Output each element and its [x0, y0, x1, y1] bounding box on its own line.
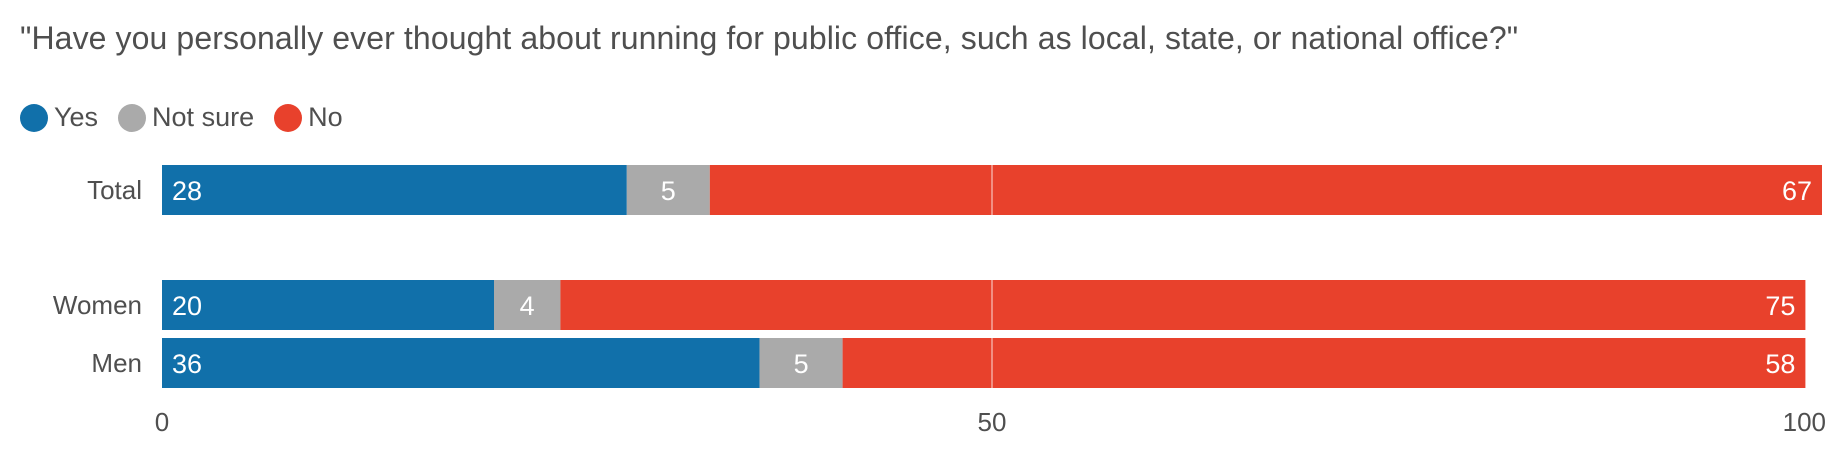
bar-women-no	[560, 280, 1806, 330]
category-label-men: Men	[91, 348, 142, 378]
bar-women-yes	[162, 280, 494, 330]
data-label-men-not-sure: 5	[794, 349, 809, 379]
legend: Yes Not sure No	[20, 102, 363, 133]
legend-item-not-sure: Not sure	[118, 102, 254, 133]
category-label-women: Women	[53, 290, 142, 320]
bar-women-not-sure	[494, 280, 561, 330]
data-label-total-not-sure: 5	[661, 176, 676, 206]
legend-label-not-sure: Not sure	[152, 102, 255, 132]
x-tick-label-100: 100	[1783, 407, 1826, 437]
bar-men-yes	[162, 338, 760, 388]
category-label-total: Total	[87, 175, 142, 205]
legend-swatch-no	[274, 103, 303, 132]
data-label-total-no: 67	[1782, 176, 1812, 206]
data-label-men-yes: 36	[172, 349, 202, 379]
legend-swatch-yes	[20, 103, 48, 132]
data-label-women-no: 75	[1765, 291, 1795, 321]
data-label-men-no: 58	[1765, 349, 1795, 379]
legend-item-no: No	[274, 102, 343, 133]
legend-label-yes: Yes	[54, 102, 99, 132]
bar-men-not-sure	[759, 338, 843, 388]
data-label-women-yes: 20	[172, 291, 202, 321]
data-label-women-not-sure: 4	[520, 291, 535, 321]
x-tick-label-50: 50	[978, 407, 1007, 437]
x-tick-label-0: 0	[155, 407, 169, 437]
legend-label-no: No	[308, 102, 343, 132]
bar-total-yes	[162, 165, 627, 215]
data-label-total-yes: 28	[172, 176, 202, 206]
bar-total-no	[709, 165, 1822, 215]
bar-total-not-sure	[626, 165, 710, 215]
chart-title: "Have you personally ever thought about …	[20, 20, 1519, 56]
legend-swatch-not-sure	[118, 103, 147, 132]
legend-item-yes: Yes	[20, 102, 98, 133]
bar-men-no	[842, 338, 1806, 388]
